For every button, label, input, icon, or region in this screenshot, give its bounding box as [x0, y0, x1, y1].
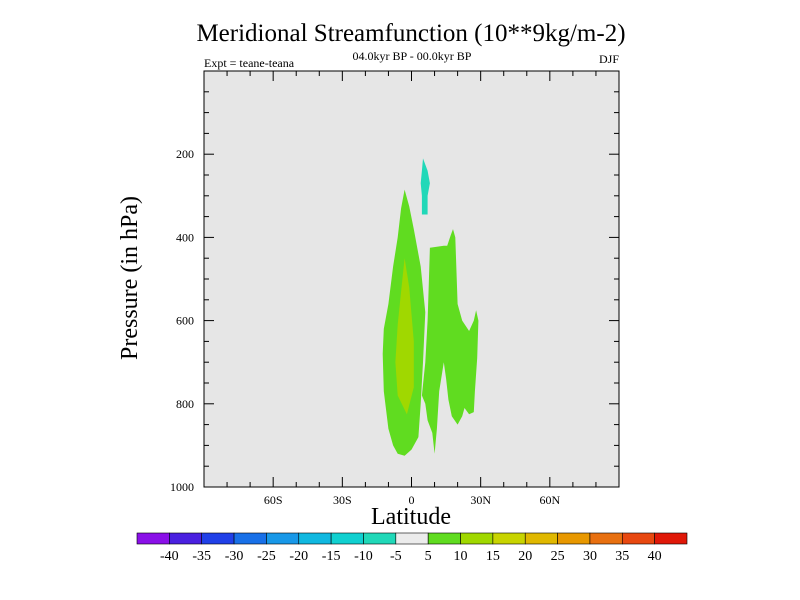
colorbar-swatch [169, 532, 203, 545]
colorbar-level-label: 5 [425, 549, 432, 564]
colorbar-swatch [363, 532, 397, 545]
chart-subtitle: 04.0kyr BP - 00.0kyr BP [353, 49, 472, 63]
x-tick-label: 60S [264, 493, 283, 507]
colorbar-swatch [460, 532, 494, 545]
colorbar-level-label: 10 [454, 549, 468, 564]
colorbar-level-label: -5 [390, 549, 402, 564]
colorbar-level-label: -35 [192, 549, 211, 564]
y-tick-label: 800 [176, 397, 194, 411]
colorbar-level-label: 15 [486, 549, 500, 564]
colorbar-level-label: 40 [648, 549, 662, 564]
y-tick-label: 1000 [170, 480, 194, 494]
colorbar-level-label: -25 [257, 549, 276, 564]
colorbar-level-label: 20 [518, 549, 532, 564]
contour-region-positive-10-15-core [395, 258, 414, 415]
colorbar-level-label: 25 [551, 549, 565, 564]
colorbar-swatch [201, 532, 235, 545]
x-tick-label: 30S [333, 493, 352, 507]
experiment-label: Expt = teane-teana [204, 56, 295, 70]
colorbar-swatch [330, 532, 364, 545]
y-axis-ticks: 200 400 600 800 1000 [170, 147, 619, 494]
colorbar-level-label: -15 [322, 549, 341, 564]
x-axis-ticks: 60S 30S 0 30N 60N [264, 71, 560, 507]
y-axis-label: Pressure (in hPa) [117, 196, 143, 360]
x-tick-label: 30N [470, 493, 491, 507]
colorbar-level-label: -40 [160, 549, 179, 564]
contour-region-negative-5-10-upper-patch [420, 158, 430, 215]
y-tick-label: 600 [176, 314, 194, 328]
colorbar-swatch [136, 532, 170, 545]
colorbar-swatch [621, 532, 655, 545]
colorbar-swatch [233, 532, 267, 545]
colorbar-swatch [298, 532, 332, 545]
colorbar-swatch [492, 532, 526, 545]
season-label: DJF [599, 52, 619, 66]
colorbar-swatch [654, 532, 688, 545]
x-tick-label: 0 [409, 493, 415, 507]
colorbar-level-label: -10 [354, 549, 373, 564]
colorbar-swatch [557, 532, 591, 545]
colorbar-swatch [427, 532, 461, 545]
colorbar-level-label: 30 [583, 549, 597, 564]
minor-ticks [204, 71, 619, 487]
colorbar: -40 -35 -30 -25 -20 -15 -10 -5 5 10 15 20 25 30 35 40 [136, 532, 688, 564]
colorbar-level-label: 35 [615, 549, 629, 564]
contour-regions [382, 158, 479, 456]
contour-region-positive-5-10-east-lobe [421, 229, 479, 454]
x-tick-label: 60N [539, 493, 560, 507]
colorbar-swatch [524, 532, 558, 545]
colorbar-level-label: -30 [225, 549, 244, 564]
x-axis-label: Latitude [371, 504, 451, 530]
colorbar-level-label: -20 [289, 549, 308, 564]
colorbar-swatch [589, 532, 623, 545]
y-tick-label: 400 [176, 230, 194, 244]
colorbar-swatch [266, 532, 300, 545]
colorbar-swatch [395, 532, 429, 545]
chart-title: Meridional Streamfunction (10**9kg/m-2) [196, 20, 625, 47]
y-tick-label: 200 [176, 147, 194, 161]
